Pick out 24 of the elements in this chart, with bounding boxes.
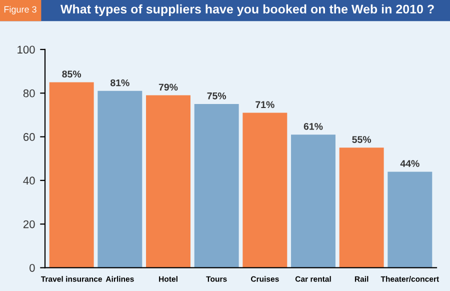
y-tick-label: 80 <box>23 89 35 98</box>
data-label: 71% <box>256 101 274 108</box>
chart-title: What types of suppliers have you booked on the Web in 2010 ? <box>60 4 434 16</box>
caption: Figure 3 <box>4 6 36 14</box>
y-tick-label: 0 <box>30 264 35 272</box>
bar <box>388 172 432 268</box>
bar <box>146 95 190 268</box>
data-label: 55% <box>352 136 372 143</box>
data-label: 75% <box>207 92 226 100</box>
bar <box>194 104 239 268</box>
data-label: 85% <box>62 70 82 78</box>
y-tick-label: 60 <box>23 133 35 141</box>
bar <box>242 112 288 268</box>
bar <box>98 90 142 268</box>
data-label: 81% <box>110 79 130 86</box>
data-label: 44% <box>400 160 420 167</box>
y-tick-label: 20 <box>23 220 35 228</box>
y-tick-label: 40 <box>23 176 35 185</box>
bar <box>49 82 94 268</box>
bar <box>291 134 336 268</box>
data-label: 61% <box>304 123 323 130</box>
data-label: 79% <box>158 84 178 91</box>
bar <box>339 148 384 268</box>
y-tick-label: 100 <box>18 46 35 54</box>
